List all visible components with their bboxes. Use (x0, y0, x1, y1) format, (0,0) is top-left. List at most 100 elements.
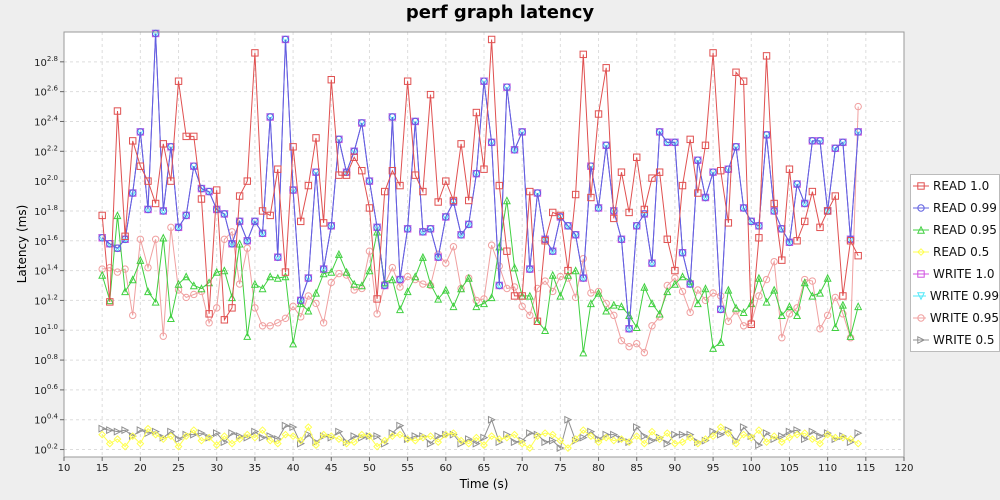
data-point (709, 343, 718, 352)
data-point (480, 165, 488, 173)
data-point (426, 90, 435, 99)
data-point (121, 232, 129, 240)
data-point (701, 193, 710, 202)
x-tick-label: 30 (210, 463, 223, 474)
data-point (174, 77, 183, 85)
data-point (678, 438, 687, 446)
data-point (358, 166, 366, 175)
data-point (205, 310, 213, 318)
data-point (350, 432, 359, 441)
data-point (166, 313, 175, 323)
data-point (648, 427, 656, 436)
y-tick-label: 101.2 (34, 293, 58, 307)
series-read-0-5 (98, 423, 863, 452)
data-point (228, 439, 236, 448)
y-tick-label: 100.8 (34, 353, 58, 367)
data-point (732, 436, 741, 445)
data-point (495, 281, 503, 290)
data-point (319, 265, 328, 273)
data-point (464, 273, 473, 282)
data-point (373, 310, 381, 318)
data-point (663, 235, 671, 243)
data-point (571, 293, 580, 302)
data-point (541, 438, 550, 447)
data-point (373, 432, 382, 441)
data-point (724, 429, 733, 438)
data-point (709, 49, 717, 57)
data-point (815, 288, 825, 297)
data-point (266, 436, 275, 445)
legend-item-write-0-5: WRITE 0.5 (911, 329, 999, 351)
data-point (98, 270, 107, 279)
data-point (594, 287, 603, 296)
data-point (846, 331, 855, 340)
legend: READ 1.0 READ 0.99 READ 0.95 READ 0.5 WRITE … (910, 174, 1000, 352)
data-point (487, 241, 496, 249)
data-point (778, 432, 787, 441)
legend-swatch (913, 292, 926, 301)
data-point (785, 427, 794, 436)
data-point (518, 292, 526, 300)
data-point (129, 189, 137, 197)
data-point (479, 299, 489, 308)
data-point (449, 429, 458, 438)
data-point (449, 302, 458, 311)
series-read-0-99 (98, 29, 862, 333)
data-point (281, 430, 290, 439)
data-point (304, 274, 313, 282)
data-point (419, 433, 427, 442)
data-point (671, 266, 679, 275)
data-point (281, 268, 290, 276)
data-point (686, 135, 694, 144)
data-point (182, 132, 190, 141)
data-point (854, 251, 862, 260)
x-tick-label: 25 (172, 463, 185, 474)
data-point (755, 426, 763, 435)
data-point (717, 430, 726, 439)
data-point (174, 223, 183, 232)
x-tick-label: 65 (478, 463, 491, 474)
data-point (541, 277, 549, 285)
data-point (701, 284, 710, 293)
data-point (839, 292, 847, 300)
data-point (388, 263, 397, 272)
data-point (449, 196, 458, 205)
data-point (113, 211, 122, 220)
data-point (770, 199, 778, 208)
y-tick-label: 102.4 (34, 114, 58, 128)
data-point (212, 441, 221, 449)
data-point (480, 433, 489, 442)
data-point (487, 432, 496, 441)
data-point (533, 432, 542, 441)
data-point (556, 436, 565, 445)
data-point (205, 187, 213, 196)
y-tick-label: 101.4 (34, 264, 58, 278)
data-point (724, 317, 733, 325)
data-point (609, 436, 618, 445)
data-point (854, 102, 862, 111)
y-tick-label: 101.0 (34, 323, 58, 337)
data-point (480, 441, 488, 449)
data-point (640, 432, 649, 441)
data-point (297, 439, 306, 448)
data-point (587, 432, 595, 441)
data-point (801, 435, 810, 444)
data-point (831, 433, 840, 442)
series-line (101, 33, 859, 329)
data-point (801, 217, 809, 226)
data-point (250, 279, 259, 288)
data-point (212, 267, 221, 276)
data-point (854, 439, 863, 448)
data-point (694, 156, 702, 164)
data-point (327, 278, 335, 287)
data-point (381, 281, 389, 290)
data-point (693, 299, 702, 308)
data-point (258, 426, 267, 435)
data-point (151, 430, 160, 439)
data-point (502, 196, 511, 205)
data-point (617, 336, 626, 345)
data-point (312, 438, 321, 447)
data-point (916, 292, 926, 301)
data-point (327, 267, 336, 276)
data-point (487, 415, 496, 424)
